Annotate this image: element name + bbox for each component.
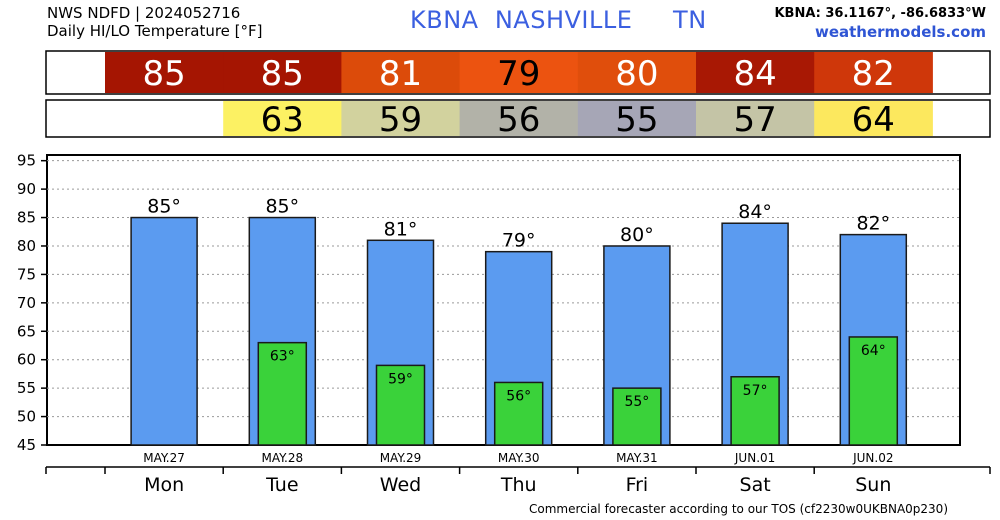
lo-band-cell	[341, 101, 461, 136]
lo-bar-label: 57°	[743, 383, 768, 399]
hi-bar-label: 82°	[856, 213, 890, 235]
lo-band-value: 64	[852, 100, 895, 140]
lo-band-value: 56	[497, 100, 540, 140]
y-tick-label: 95	[17, 152, 36, 170]
date-label: MAY.31	[616, 451, 658, 465]
hi-band-value: 85	[261, 54, 304, 94]
hi-band-value: 84	[733, 54, 776, 94]
day-label: Wed	[380, 474, 421, 496]
date-label: MAY.27	[143, 451, 185, 465]
y-tick-label: 90	[17, 180, 36, 198]
y-tick-label: 50	[17, 408, 36, 426]
hi-bar-label: 84°	[738, 201, 772, 223]
station-coordinates: KBNA: 36.1167°, -86.6833°W	[774, 6, 986, 21]
lo-bar-label: 63°	[270, 349, 295, 365]
hi-bar-label: 85°	[147, 196, 181, 218]
hi-band-cell	[341, 52, 461, 93]
hi-band-value: 80	[615, 54, 658, 94]
date-label: JUN.01	[734, 451, 775, 465]
lo-bar	[730, 376, 780, 446]
lo-bar	[848, 336, 899, 446]
hi-band-value: 85	[142, 54, 185, 94]
lo-temperature-band: 63 59 56 55 57 64	[45, 99, 991, 140]
hi-band-cell	[696, 52, 815, 93]
footer-note: Commercial forecaster according to our T…	[528, 502, 948, 516]
site-link[interactable]: weathermodels.com	[814, 23, 986, 41]
hi-bar	[130, 216, 198, 446]
hi-band-value: 82	[852, 54, 895, 94]
model-run-label: NWS NDFD | 2024052716	[47, 4, 241, 22]
day-label: Sun	[855, 474, 891, 496]
hi-band-cell	[577, 52, 697, 93]
lo-bar	[257, 341, 308, 446]
lo-bar	[493, 381, 544, 446]
date-label: JUN.02	[852, 451, 893, 465]
hi-band-cell	[223, 52, 342, 93]
lo-band-cell	[459, 101, 579, 136]
station-title: KBNA NASHVILLE TN	[410, 6, 707, 34]
y-tick-label: 75	[17, 265, 36, 283]
bar-series: 85° 85° 63° 81° 59° 79° 56° 80° 55° 84° 57° 82° 64°	[130, 196, 908, 446]
date-label: MAY.28	[261, 451, 303, 465]
y-tick-label: 85	[17, 209, 36, 227]
y-tick-label: 45	[17, 436, 36, 454]
lo-bar-label: 55°	[624, 394, 649, 410]
hi-band-cell	[814, 52, 933, 93]
axes: MAY.27 MAY.28 MAY.29 MAY.30 MAY.31 JUN.01 JUN.…	[45, 451, 991, 496]
hi-bar-label: 80°	[620, 224, 654, 246]
y-tick-label: 80	[17, 237, 36, 255]
lo-band-cell	[577, 101, 697, 136]
lo-bar	[612, 387, 662, 446]
lo-band-cell	[223, 101, 342, 136]
hi-bar-label: 79°	[502, 230, 536, 252]
lo-band-value: 63	[261, 100, 304, 140]
lo-bar	[375, 364, 426, 446]
day-label: Sat	[740, 474, 771, 496]
hi-bar-label: 85°	[265, 196, 299, 218]
product-title: Daily HI/LO Temperature [°F]	[47, 22, 263, 40]
day-label: Mon	[144, 474, 184, 496]
hi-band-value: 79	[497, 54, 540, 94]
lo-bar-label: 59°	[388, 371, 413, 387]
hi-band-cell	[105, 52, 224, 93]
day-label: Tue	[265, 474, 298, 496]
date-label: MAY.30	[498, 451, 540, 465]
date-label: MAY.29	[380, 451, 422, 465]
hi-bar-label: 81°	[384, 218, 418, 240]
lo-bar-label: 56°	[506, 388, 531, 404]
lo-band-cell	[696, 101, 815, 136]
day-label: Fri	[626, 474, 649, 496]
y-tick-label: 60	[17, 351, 36, 369]
hi-band-cell	[459, 52, 579, 93]
lo-bar-label: 64°	[861, 343, 886, 359]
y-tick-label: 55	[17, 379, 36, 397]
lo-band-value: 55	[615, 100, 658, 140]
day-label: Thu	[500, 474, 537, 496]
hi-band-value: 81	[379, 54, 422, 94]
hi-temperature-band: 85 85 81 79 80 84 82	[45, 50, 991, 95]
y-tick-label: 70	[17, 294, 36, 312]
lo-band-value: 57	[733, 100, 776, 140]
lo-band-value: 59	[379, 100, 422, 140]
lo-band-cell	[814, 101, 933, 136]
y-tick-label: 65	[17, 322, 36, 340]
